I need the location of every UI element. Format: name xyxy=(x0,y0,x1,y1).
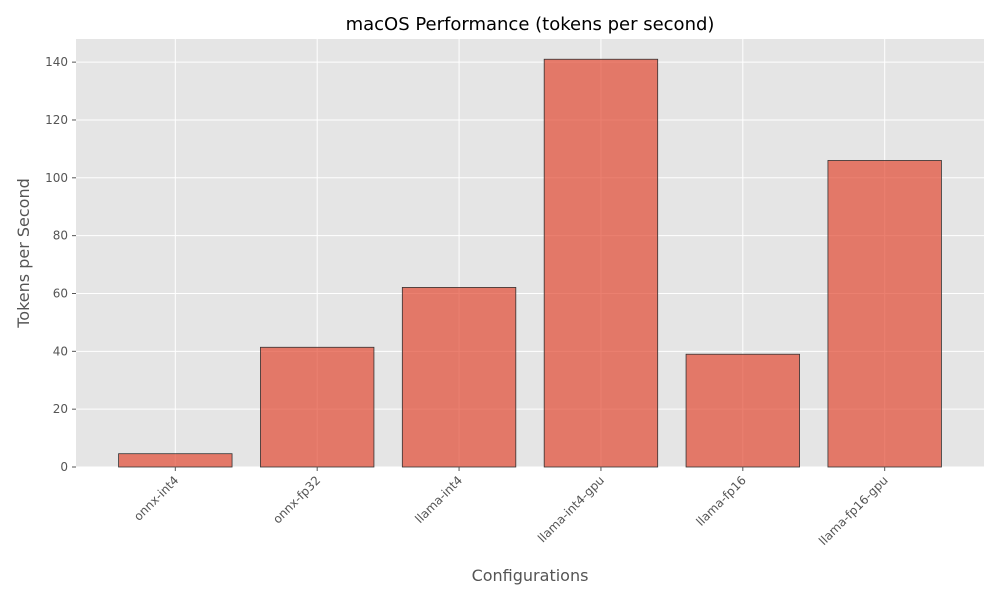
y-axis-ticks: 0 20 40 60 80 100 120 140 xyxy=(45,55,76,474)
y-tick-label: 40 xyxy=(53,344,68,358)
y-tick-label: 0 xyxy=(60,460,68,474)
y-tick-label: 80 xyxy=(53,229,68,243)
x-axis-ticks: onnx-int4 onnx-fp32 llama-int4 llama-int4-g… xyxy=(131,467,891,548)
x-tick-label-llama-fp16-gpu: llama-fp16-gpu xyxy=(816,473,891,548)
x-tick-label-llama-int4-gpu: llama-int4-gpu xyxy=(535,473,607,545)
y-axis-label: Tokens per Second xyxy=(14,178,33,329)
y-tick-label: 20 xyxy=(53,402,68,416)
x-tick-label-llama-fp16: llama-fp16 xyxy=(693,473,749,529)
x-tick-label-llama-int4: llama-int4 xyxy=(412,473,465,526)
x-axis-label: Configurations xyxy=(472,566,589,585)
bar-llama-int4 xyxy=(401,287,517,468)
bar-llama-int4-gpu xyxy=(543,58,659,468)
y-tick-label: 140 xyxy=(45,55,68,69)
x-tick-label-onnx-fp32: onnx-fp32 xyxy=(270,473,323,526)
y-tick-label: 100 xyxy=(45,171,68,185)
x-tick-label-onnx-int4: onnx-int4 xyxy=(131,473,181,523)
chart-title: macOS Performance (tokens per second) xyxy=(346,14,715,35)
bar-llama-fp16-gpu xyxy=(827,160,942,468)
y-tick-label: 60 xyxy=(53,286,68,300)
bars xyxy=(118,58,942,468)
bar-onnx-fp32 xyxy=(260,346,375,468)
y-tick-label: 120 xyxy=(45,113,68,127)
bar-onnx-int4 xyxy=(118,453,233,468)
bar-llama-fp16 xyxy=(685,353,800,468)
